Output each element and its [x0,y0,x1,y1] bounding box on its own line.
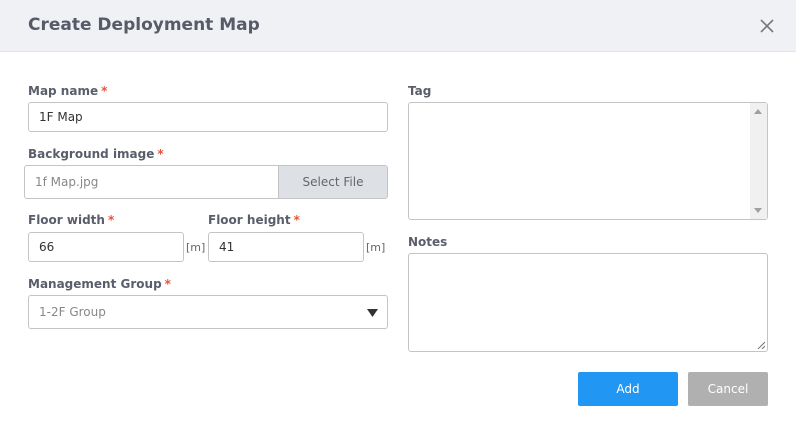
cancel-button[interactable]: Cancel [688,372,768,406]
background-image-label: Background image * [28,147,164,161]
map-name-label: Map name * [28,84,107,98]
floor-width-label: Floor width * [28,213,114,227]
dropdown-arrow-icon [367,309,378,317]
close-icon[interactable] [758,17,776,35]
floor-width-input[interactable]: 66 [28,232,184,262]
floor-height-label: Floor height * [208,213,300,227]
selected-value: 1-2F Group [39,305,106,319]
notes-textarea[interactable] [408,253,768,352]
scroll-down-icon[interactable] [754,208,762,213]
management-group-label: Management Group * [28,277,171,291]
required-mark: * [293,213,300,227]
required-mark: * [164,277,171,291]
resize-handle-icon[interactable] [757,341,765,349]
label-text: Floor width [28,213,105,227]
label-text: Management Group [28,277,162,291]
required-mark: * [101,84,108,98]
select-file-button[interactable]: Select File [278,165,388,199]
map-name-input[interactable]: 1F Map [28,102,388,132]
dialog-header: Create Deployment Map [0,0,796,52]
tag-textarea[interactable] [408,102,768,220]
scroll-up-icon[interactable] [754,109,762,114]
tag-label: Tag [408,84,432,98]
required-mark: * [107,213,115,227]
floor-width-unit: [m] [186,241,206,254]
background-image-input[interactable]: 1f Map.jpg [24,165,279,199]
label-text: Background image [28,147,155,161]
label-text: Floor height [208,213,291,227]
required-mark: * [157,147,164,161]
floor-height-input[interactable]: 41 [208,232,364,262]
management-group-select[interactable]: 1-2F Group [28,295,388,329]
floor-height-unit: [m] [366,241,386,254]
add-button[interactable]: Add [578,372,678,406]
notes-label: Notes [408,235,448,249]
scrollbar[interactable] [750,103,767,219]
label-text: Map name [28,84,99,98]
dialog-title: Create Deployment Map [28,15,260,35]
